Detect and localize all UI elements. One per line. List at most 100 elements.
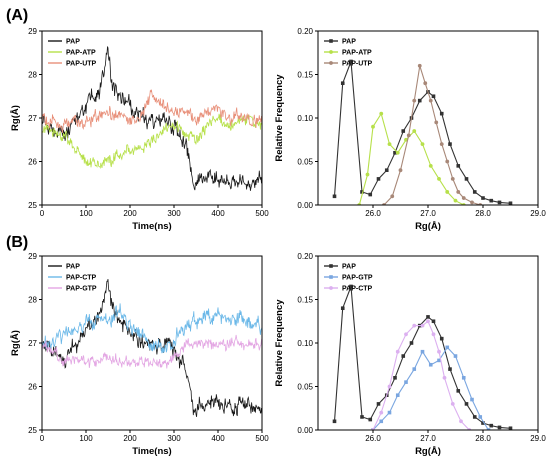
series-line — [42, 113, 262, 170]
x-tick-label: 29.0 — [530, 434, 546, 443]
x-tick-label: 100 — [79, 209, 93, 218]
y-tick-label: 29 — [28, 252, 37, 261]
data-point — [445, 159, 450, 164]
data-point — [379, 419, 384, 424]
series-line — [42, 334, 262, 369]
series-line — [372, 320, 470, 430]
data-point — [428, 163, 433, 168]
series-line — [333, 286, 511, 429]
y-tick-label: 0.05 — [297, 158, 313, 167]
data-point — [376, 402, 381, 406]
y-tick-label: 0.05 — [297, 383, 313, 392]
legend-label: PAP — [66, 264, 80, 271]
data-point — [393, 376, 397, 380]
legend: PAP PAP-ATP PAP-UTP — [48, 39, 97, 68]
data-point — [387, 410, 392, 415]
legend-label: PAP-ATP — [66, 50, 96, 57]
legend-label: PAP-GTP — [342, 275, 373, 282]
y-tick-label: 25 — [28, 426, 37, 435]
data-point — [412, 98, 417, 103]
series-line — [383, 65, 481, 205]
data-point — [360, 415, 364, 419]
data-point — [461, 196, 466, 200]
data-point — [395, 393, 400, 397]
data-point — [489, 423, 494, 428]
x-axis-label: Time(ns) — [132, 221, 171, 232]
legend-label: PAP-CTP — [66, 275, 97, 282]
data-point — [420, 323, 425, 328]
y-tick-label: 0.00 — [297, 201, 313, 210]
data-point — [349, 59, 353, 64]
y-tick-label: 26 — [28, 158, 37, 167]
x-tick-label: 300 — [167, 434, 181, 443]
data-point — [437, 349, 441, 354]
legend-marker — [329, 264, 333, 268]
data-point — [412, 367, 417, 371]
y-axis-label: Relative Frequency — [274, 299, 285, 387]
panel-label-b: (B) — [6, 234, 28, 251]
data-point — [431, 319, 436, 324]
data-point — [398, 168, 403, 173]
series-line — [42, 279, 262, 417]
x-tick-label: 400 — [211, 209, 225, 218]
data-point — [456, 190, 461, 194]
x-tick-label: 27.0 — [420, 209, 436, 218]
legend-label: PAP — [342, 264, 356, 271]
plot-area — [42, 279, 262, 417]
data-point — [497, 425, 502, 430]
data-point — [423, 81, 428, 86]
data-point — [379, 111, 384, 116]
data-point — [456, 164, 461, 168]
data-point — [417, 63, 422, 68]
x-tick-label: 500 — [255, 209, 269, 218]
y-tick-label: 0.20 — [297, 27, 313, 36]
data-point — [486, 428, 491, 430]
data-point — [478, 415, 483, 419]
data-point — [349, 284, 353, 289]
data-point — [434, 120, 439, 125]
data-point — [428, 362, 433, 367]
legend-marker — [329, 61, 333, 65]
y-tick-label: 0.20 — [297, 252, 313, 261]
data-point — [456, 389, 461, 393]
x-tick-label: 200 — [123, 434, 137, 443]
data-point — [376, 177, 381, 181]
x-tick-label: 200 — [123, 209, 137, 218]
x-tick-label: 26.0 — [365, 434, 381, 443]
x-tick-label: 0 — [40, 209, 45, 218]
legend: PAP PAP-ATP PAP-UTP — [324, 39, 373, 68]
data-point — [420, 349, 425, 354]
data-point — [401, 354, 406, 358]
legend: PAP PAP-CTP PAP-GTP — [48, 264, 97, 293]
y-axis-label: Rg(Å) — [10, 330, 21, 356]
legend-label: PAP-CTP — [342, 286, 373, 293]
legend-label: PAP-UTP — [342, 61, 373, 68]
chart-b-time-series: 0 100 200 300 400 500 25 26 27 28 29 Time(ns) Rg(Å) P… — [10, 252, 269, 457]
data-point — [412, 129, 417, 133]
legend-marker — [329, 50, 333, 54]
data-point — [453, 354, 458, 358]
data-point — [332, 194, 337, 199]
data-point — [497, 200, 502, 205]
data-point — [508, 201, 513, 205]
data-point — [379, 410, 384, 415]
y-tick-label: 0.00 — [297, 426, 313, 435]
data-point — [368, 192, 373, 197]
data-point — [395, 150, 400, 155]
x-tick-label: 28.0 — [475, 434, 491, 443]
chart-a-time-series: 0 100 200 300 400 500 25 26 27 28 29 Time(ns) Rg(Å) P… — [10, 27, 269, 232]
legend-label: PAP — [66, 39, 80, 46]
data-point — [437, 358, 441, 363]
data-point — [426, 319, 430, 324]
data-point — [404, 380, 408, 384]
legend: PAP PAP-GTP PAP-CTP — [324, 264, 373, 293]
data-point — [470, 397, 474, 402]
data-point — [442, 375, 447, 380]
data-point — [472, 415, 477, 419]
data-point — [453, 198, 458, 203]
data-point — [437, 177, 441, 181]
x-tick-label: 29.0 — [530, 209, 546, 218]
data-point — [439, 336, 444, 341]
data-point — [459, 419, 463, 424]
panel-label-a: (A) — [6, 7, 28, 24]
